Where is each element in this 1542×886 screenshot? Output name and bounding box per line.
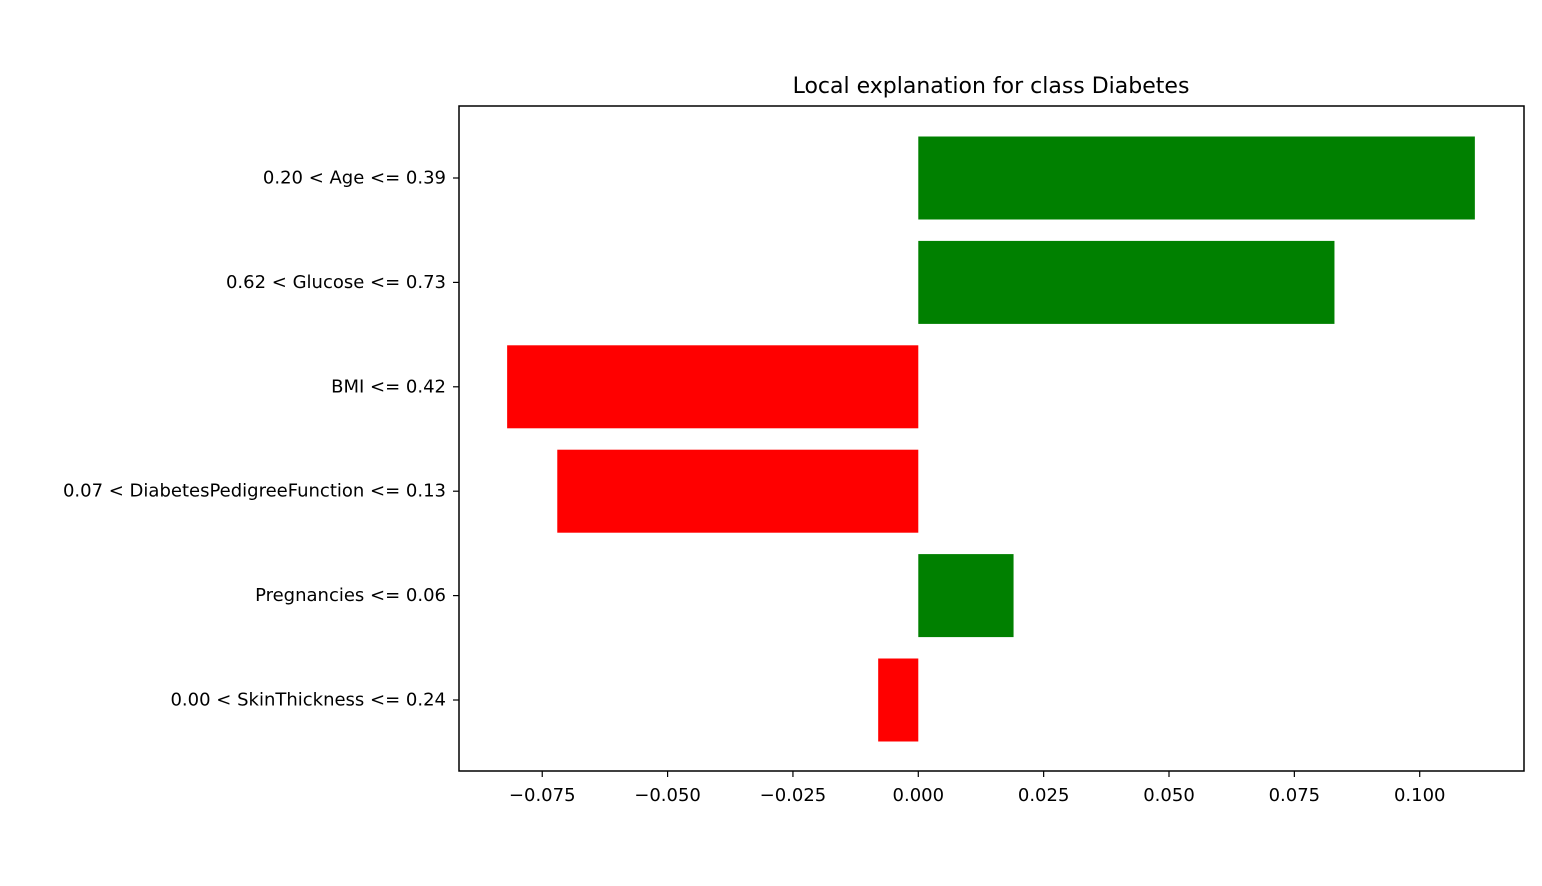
y-tick-label: BMI <= 0.42 xyxy=(331,376,446,397)
y-tick-label: 0.20 < Age <= 0.39 xyxy=(263,168,446,189)
bars-layer xyxy=(507,136,1475,742)
x-tick-label: 0.075 xyxy=(1269,785,1321,806)
x-tick-label: −0.025 xyxy=(760,785,827,806)
plot-frame xyxy=(458,105,1525,772)
x-axis: −0.075 −0.050 −0.025 0.000 0.025 0.050 0.075 0.… xyxy=(509,771,1446,806)
y-tick-label: 0.07 < DiabetesPedigreeFunction <= 0.13 xyxy=(63,481,446,502)
y-tick-label: Pregnancies <= 0.06 xyxy=(255,585,446,606)
y-tick-label: 0.62 < Glucose <= 0.73 xyxy=(226,272,446,293)
bar xyxy=(557,449,919,533)
x-tick-label: 0.100 xyxy=(1394,785,1446,806)
bar xyxy=(918,554,1014,638)
y-axis: 0.20 < Age <= 0.39 0.62 < Glucose <= 0.73… xyxy=(63,168,459,711)
x-tick-label: 0.000 xyxy=(893,785,945,806)
bar xyxy=(918,136,1475,220)
chart-title: Local explanation for class Diabetes xyxy=(793,74,1190,99)
x-tick-label: −0.075 xyxy=(509,785,576,806)
bar xyxy=(507,345,919,429)
x-tick-label: 0.050 xyxy=(1143,785,1195,806)
x-tick-label: 0.025 xyxy=(1018,785,1070,806)
x-tick-label: −0.050 xyxy=(634,785,701,806)
bar xyxy=(878,658,919,742)
bar xyxy=(918,240,1335,324)
y-tick-label: 0.00 < SkinThickness <= 0.24 xyxy=(170,690,446,711)
